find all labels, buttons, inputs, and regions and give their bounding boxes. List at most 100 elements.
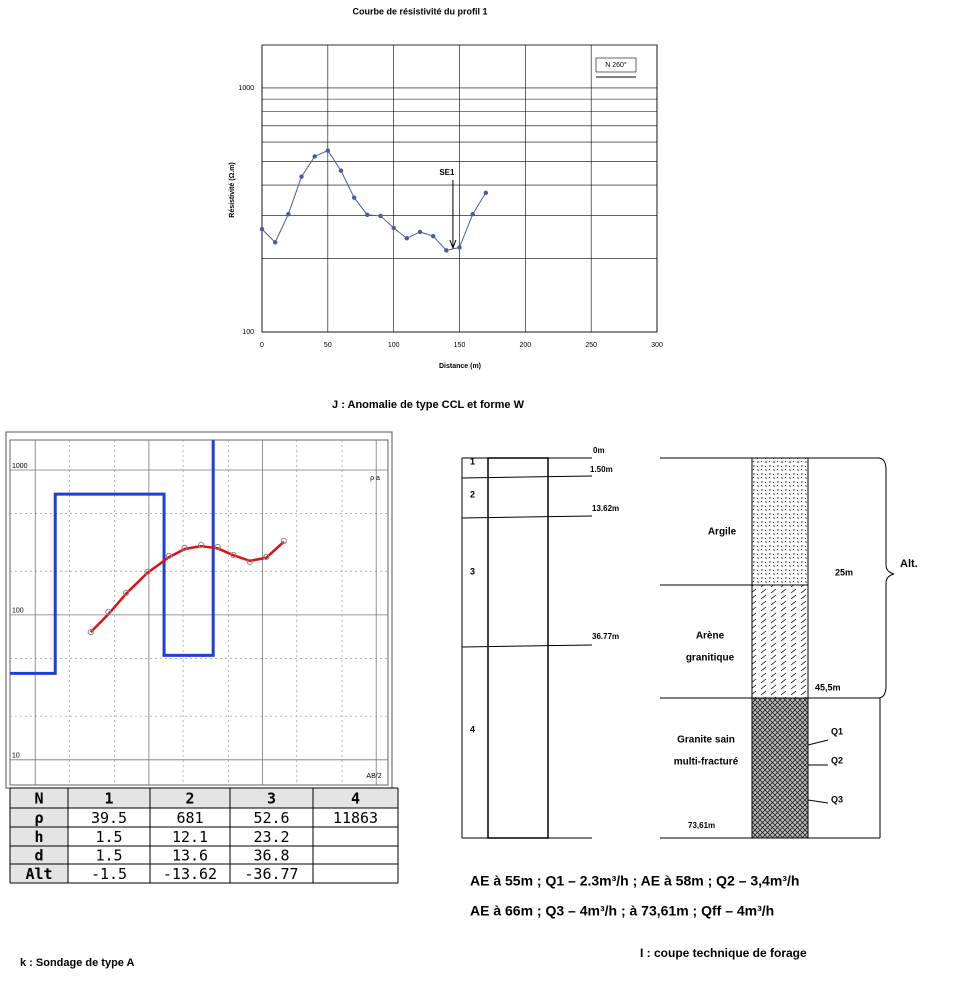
annotation-text: SE1 bbox=[439, 168, 455, 177]
data-point bbox=[457, 245, 462, 250]
data-point bbox=[483, 190, 489, 195]
observed-point bbox=[280, 537, 287, 544]
y-tick-label: 1000 bbox=[238, 85, 254, 92]
table-row-label: Alt bbox=[25, 865, 52, 883]
depth-label: 1.50m bbox=[590, 465, 613, 474]
lithology-label: Arène bbox=[696, 631, 725, 642]
caption: J : Anomalie de type CCL et forme W bbox=[332, 399, 525, 411]
lithology-label: granitique bbox=[686, 653, 735, 664]
table-cell: 1 bbox=[104, 790, 113, 808]
depth-label: 0m bbox=[593, 446, 605, 455]
legend-text: N 260° bbox=[605, 61, 627, 69]
x-tick-label: 250 bbox=[585, 342, 597, 349]
x-axis-label: Distance (m) bbox=[439, 363, 481, 370]
table-cell: 52.6 bbox=[253, 809, 289, 827]
plot-frame bbox=[9, 439, 389, 786]
data-point bbox=[299, 174, 304, 179]
plot-clip bbox=[10, 440, 287, 675]
depth-label: 73,61m bbox=[688, 821, 715, 830]
data-point bbox=[417, 229, 423, 235]
layer-line bbox=[461, 475, 593, 479]
observed-point bbox=[105, 608, 112, 615]
x-tick-label: 150 bbox=[454, 342, 466, 349]
table-row-label: h bbox=[34, 828, 43, 846]
table-row-label: ρ bbox=[34, 809, 43, 827]
x-axis-label: AB/2 bbox=[366, 773, 381, 780]
granite-layer bbox=[751, 697, 809, 839]
layer-line bbox=[461, 644, 593, 648]
table-cell: -13.62 bbox=[163, 865, 217, 883]
observed-point bbox=[214, 543, 221, 551]
table-cell: 12.1 bbox=[172, 828, 208, 846]
data-point bbox=[338, 168, 344, 173]
alt-label: Alt. bbox=[900, 558, 918, 570]
x-tick-label: 50 bbox=[324, 342, 332, 349]
observed-point bbox=[181, 544, 188, 551]
arrow-head bbox=[449, 239, 457, 250]
table-cell: 23.2 bbox=[253, 828, 289, 846]
lithology-label: multi-fracturé bbox=[674, 757, 739, 768]
y-axis-label: ρ a bbox=[370, 475, 380, 482]
data-line bbox=[261, 149, 487, 251]
data-point bbox=[325, 148, 331, 153]
y-tick-label: 1000 bbox=[12, 463, 28, 470]
x-tick-label: 300 bbox=[651, 342, 663, 349]
observed-point bbox=[263, 553, 270, 561]
sounding-chart: ρ a AB/2 k : Sondage de type A 1 10 100 100… bbox=[5, 431, 399, 969]
table-cell: 4 bbox=[351, 790, 360, 808]
observed-point bbox=[197, 541, 205, 549]
table-cell: 1.5 bbox=[95, 847, 122, 865]
data-point bbox=[312, 154, 317, 159]
table-row-label: N bbox=[34, 790, 43, 808]
data-point bbox=[444, 248, 449, 253]
casing-column bbox=[487, 457, 549, 839]
layer-number: 2 bbox=[470, 489, 475, 499]
observed-point bbox=[165, 552, 172, 560]
data-point bbox=[378, 213, 383, 219]
table-cell: 36.8 bbox=[253, 847, 289, 865]
table-label-bg bbox=[10, 788, 68, 883]
observed-point bbox=[144, 568, 151, 575]
table-cell: -1.5 bbox=[91, 865, 127, 883]
layer-number: 1 bbox=[470, 456, 475, 466]
depth-label: 36.77m bbox=[592, 632, 619, 641]
flow-tick bbox=[807, 739, 829, 746]
lithology-label: Granite sain bbox=[677, 735, 735, 746]
legend-box bbox=[595, 57, 637, 73]
table-cell: -36.77 bbox=[244, 865, 298, 883]
fit-curve bbox=[89, 540, 285, 634]
table-cell: 13.6 bbox=[172, 847, 208, 865]
observed-point bbox=[246, 558, 253, 566]
clay-layer bbox=[751, 457, 809, 586]
y-axis-label: Résistivité (Ω.m) bbox=[229, 162, 236, 217]
lithology-label: Argile bbox=[708, 527, 737, 538]
x-tick-label: 200 bbox=[519, 342, 531, 349]
depth-mark: 45,5m bbox=[815, 682, 841, 692]
note: AE à 55m ; Q1 – 2.3m³/h ; AE à 58m ; Q2 … bbox=[470, 873, 799, 889]
data-point bbox=[430, 233, 436, 239]
table-cell: 681 bbox=[176, 809, 203, 827]
observed-point bbox=[87, 629, 94, 636]
data-point bbox=[470, 211, 475, 217]
observed-point bbox=[230, 551, 237, 559]
x-tick-label: 100 bbox=[388, 342, 400, 349]
data-point bbox=[404, 236, 410, 241]
layer-number: 4 bbox=[470, 724, 475, 734]
depth-mark: 25m bbox=[835, 567, 853, 577]
y-tick-label: 10 bbox=[12, 753, 20, 760]
brace bbox=[877, 457, 895, 699]
table-cell: 11863 bbox=[333, 809, 378, 827]
flow-label: Q2 bbox=[831, 755, 843, 765]
data-point bbox=[286, 211, 291, 217]
profile-chart: Courbe de résistivité du profil 1 Distan… bbox=[229, 6, 663, 411]
data-point bbox=[391, 225, 396, 231]
data-point bbox=[272, 240, 278, 245]
table-cell: 3 bbox=[267, 790, 276, 808]
table-cell: 2 bbox=[185, 790, 194, 808]
data-point bbox=[351, 195, 357, 200]
arena-layer bbox=[751, 584, 809, 699]
caption: k : Sondage de type A bbox=[20, 957, 135, 969]
y-tick-label: 100 bbox=[12, 608, 24, 615]
layer-number: 3 bbox=[470, 566, 475, 576]
